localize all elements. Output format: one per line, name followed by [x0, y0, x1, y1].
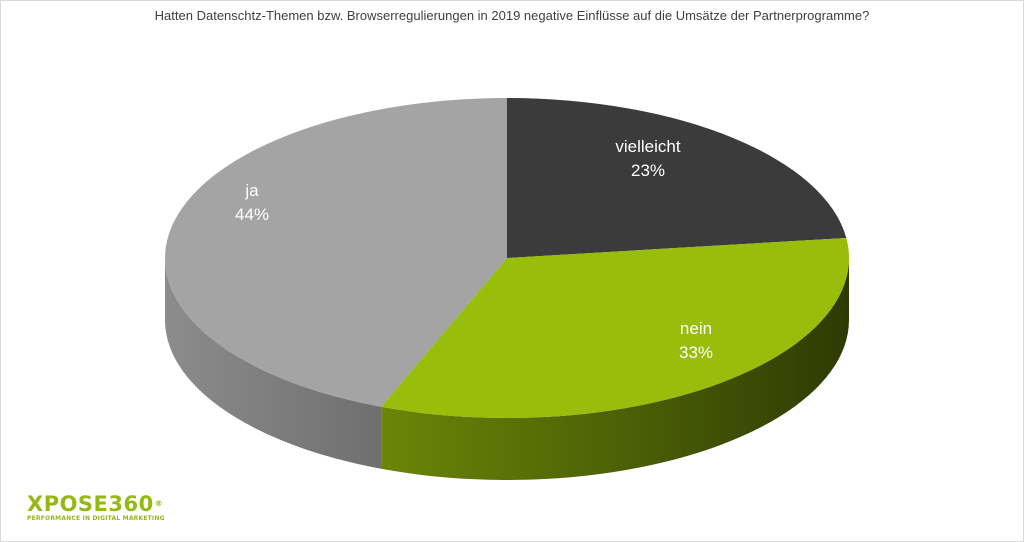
- pie-slice-ja: [165, 98, 508, 407]
- slice-label-ja: ja: [244, 181, 259, 200]
- slice-value-nein: 33%: [679, 343, 713, 362]
- xpose360-logo: XPOSE360® PERFORMANCE IN DIGITAL MARKETI…: [27, 493, 227, 533]
- chart-title: Hatten Datenschtz-Themen bzw. Browserreg…: [154, 8, 870, 23]
- pie-side-ja: [165, 258, 382, 469]
- slice-value-ja: 44%: [235, 205, 269, 224]
- pie-side-nein: [381, 258, 849, 480]
- pie-slice-nein: [381, 237, 849, 418]
- logo-wordmark: XPOSE360®: [27, 492, 164, 516]
- logo-tagline: PERFORMANCE IN DIGITAL MARKETING: [27, 515, 165, 522]
- slice-value-vielleicht: 23%: [631, 161, 665, 180]
- pie-slice-vielleicht: [507, 98, 847, 258]
- slice-label-vielleicht: vielleicht: [615, 137, 680, 156]
- registered-mark: ®: [154, 499, 164, 508]
- slice-label-nein: nein: [680, 319, 712, 338]
